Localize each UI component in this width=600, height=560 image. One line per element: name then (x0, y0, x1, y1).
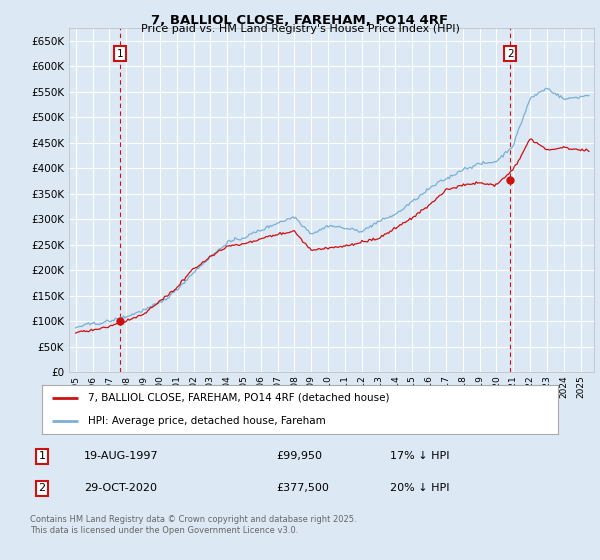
Text: 20% ↓ HPI: 20% ↓ HPI (390, 483, 449, 493)
Text: Price paid vs. HM Land Registry's House Price Index (HPI): Price paid vs. HM Land Registry's House … (140, 24, 460, 34)
Text: 2: 2 (38, 483, 46, 493)
Text: 2: 2 (507, 49, 514, 58)
Text: 1: 1 (116, 49, 123, 58)
Text: £99,950: £99,950 (276, 451, 322, 461)
Text: 17% ↓ HPI: 17% ↓ HPI (390, 451, 449, 461)
Text: 1: 1 (38, 451, 46, 461)
Text: 29-OCT-2020: 29-OCT-2020 (84, 483, 157, 493)
Text: £377,500: £377,500 (276, 483, 329, 493)
Text: Contains HM Land Registry data © Crown copyright and database right 2025.: Contains HM Land Registry data © Crown c… (30, 515, 356, 524)
Text: This data is licensed under the Open Government Licence v3.0.: This data is licensed under the Open Gov… (30, 526, 298, 535)
Text: 7, BALLIOL CLOSE, FAREHAM, PO14 4RF (detached house): 7, BALLIOL CLOSE, FAREHAM, PO14 4RF (det… (88, 393, 390, 403)
Text: HPI: Average price, detached house, Fareham: HPI: Average price, detached house, Fare… (88, 416, 326, 426)
Text: 19-AUG-1997: 19-AUG-1997 (84, 451, 158, 461)
Text: 7, BALLIOL CLOSE, FAREHAM, PO14 4RF: 7, BALLIOL CLOSE, FAREHAM, PO14 4RF (151, 14, 449, 27)
